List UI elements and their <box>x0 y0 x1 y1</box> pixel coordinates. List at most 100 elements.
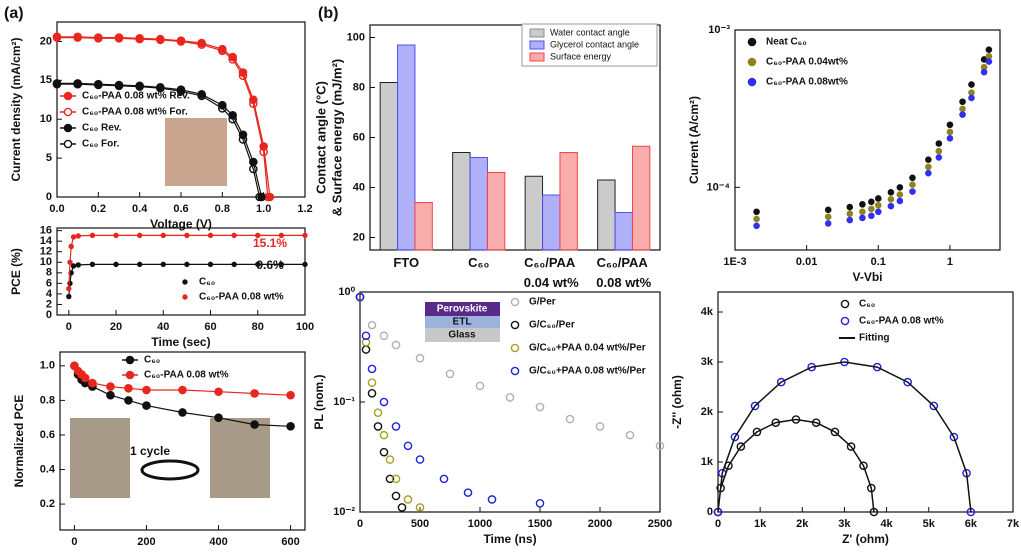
legend-label: Neat C₆₀ <box>766 37 807 48</box>
x-tick-label: 40 <box>157 321 169 333</box>
data-point <box>935 154 943 161</box>
data-point <box>178 408 187 417</box>
legend-label: Surface energy <box>550 51 612 61</box>
y-axis-label: Contact angle (°C) <box>313 81 328 194</box>
data-point <box>909 188 916 195</box>
data-point <box>415 503 425 512</box>
data-point <box>231 261 237 268</box>
data-point <box>214 413 223 422</box>
data-point <box>66 293 72 300</box>
y-tick-label: 20 <box>353 231 365 243</box>
data-point <box>968 89 975 96</box>
data-point <box>124 383 133 393</box>
layer-etl <box>425 316 500 328</box>
data-point <box>156 35 165 45</box>
data-point <box>379 331 389 341</box>
series-line <box>57 83 261 198</box>
bar <box>397 44 416 251</box>
layer-perovskite <box>425 302 500 316</box>
data-point <box>250 389 259 398</box>
inset-photo <box>165 118 227 186</box>
data-point <box>487 495 497 504</box>
data-point <box>231 232 237 239</box>
y-tick-label: 80 <box>353 81 365 93</box>
x-tick-label: 60 <box>204 321 216 333</box>
data-point <box>655 441 665 451</box>
legend-label: Water contact angle <box>550 27 630 37</box>
data-point <box>250 420 259 429</box>
data-point <box>925 169 932 177</box>
y-tick-label: 0.4 <box>40 463 56 475</box>
data-point <box>859 201 866 208</box>
legend-marker <box>510 297 520 307</box>
data-point <box>565 414 575 424</box>
data-point <box>73 33 82 42</box>
legend-marker <box>747 57 757 67</box>
y-tick-label: 10⁰ <box>338 286 355 298</box>
y-axis-label: PL (nom.) <box>312 374 326 429</box>
y-tick-label: 0.6 <box>40 429 55 441</box>
y-tick-label: 12 <box>40 246 52 258</box>
data-point <box>391 422 401 431</box>
x-tick-label: 0 <box>66 321 72 333</box>
data-point <box>94 34 103 43</box>
legend-marker <box>510 366 520 376</box>
data-point <box>753 215 760 223</box>
x-axis-label: Time (ns) <box>483 532 536 546</box>
data-point <box>868 205 875 213</box>
data-point <box>367 364 377 374</box>
y-tick-label: 6 <box>46 277 52 289</box>
bar <box>559 152 578 251</box>
y-tick-label: 2k <box>701 406 714 418</box>
data-point <box>218 46 227 56</box>
legend-marker <box>63 107 73 117</box>
data-point <box>52 33 62 42</box>
data-point <box>959 111 966 118</box>
data-point <box>391 474 401 484</box>
data-point <box>207 261 214 268</box>
data-point <box>68 243 74 250</box>
data-point <box>218 104 227 113</box>
data-point <box>156 83 165 93</box>
data-point <box>106 390 115 400</box>
x-tick-label: 100 <box>296 321 314 333</box>
x-tick-label: 0.6 <box>173 203 188 215</box>
x-tick-label: 0 <box>71 536 77 548</box>
data-point <box>625 430 635 440</box>
x-axis-label: Z' (ohm) <box>842 532 889 546</box>
data-point <box>94 80 103 90</box>
data-point <box>824 213 832 221</box>
x-tick-label: C₆₀/PAA 0.04 wt% <box>524 255 579 290</box>
data-point <box>178 385 187 395</box>
data-point <box>228 55 237 64</box>
y-tick-label: 14 <box>40 235 53 247</box>
legend-label: C₆₀-PAA 0.08wt% <box>766 77 848 88</box>
data-point <box>88 378 97 388</box>
data-point <box>959 105 966 113</box>
data-point <box>397 503 407 512</box>
data-point <box>135 34 144 44</box>
data-point <box>238 71 248 80</box>
data-point <box>752 427 762 437</box>
data-point <box>925 156 932 163</box>
data-point <box>214 387 223 397</box>
x-tick-label: 2000 <box>588 518 612 530</box>
data-point <box>949 432 959 442</box>
data-point <box>367 388 377 398</box>
plot-frame <box>59 351 306 531</box>
data-point <box>946 128 954 136</box>
data-point <box>302 261 308 268</box>
x-tick-label: 0 <box>715 518 721 530</box>
legend-label: Fitting <box>859 333 890 344</box>
y-tick-label: 10⁻² <box>333 506 355 518</box>
inset-label: ETL <box>453 317 472 328</box>
data-point <box>505 393 515 402</box>
y-tick-label: 2 <box>46 298 52 310</box>
bar <box>631 145 651 251</box>
legend-label: C₆₀-PAA 0.04wt% <box>766 57 848 68</box>
bend-photo <box>70 418 130 498</box>
data-point <box>985 53 993 60</box>
x-tick-label: C₆₀ <box>468 255 489 270</box>
legend-label: G/C₆₀+PAA 0.04 wt%/Per <box>529 343 646 354</box>
